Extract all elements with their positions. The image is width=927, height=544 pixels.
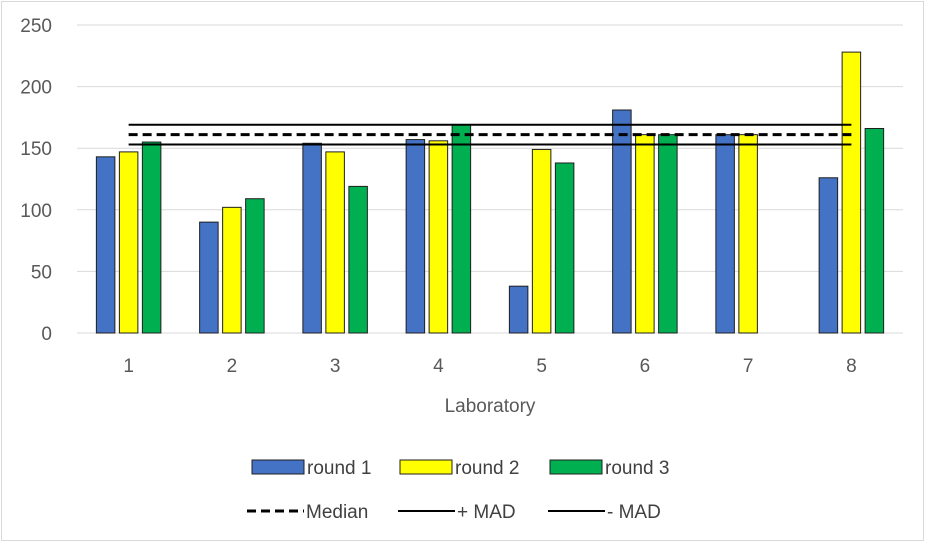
legend-label-mad: + MAD bbox=[457, 502, 516, 523]
legend-label-round-2: round 2 bbox=[455, 458, 519, 479]
bar-round-3-lab-8 bbox=[864, 127, 885, 334]
bar-round-2-lab-5 bbox=[531, 148, 552, 334]
bar-round-1-lab-6 bbox=[612, 109, 632, 334]
bar-round-1-lab-2 bbox=[199, 221, 219, 334]
legend: round 1 round 2 round 3 Median + MAD - MAD bbox=[247, 458, 669, 523]
legend-swatch-round-1 bbox=[251, 459, 305, 475]
y-tick-label: 0 bbox=[41, 324, 52, 345]
y-tick-label: 150 bbox=[20, 139, 52, 160]
legend-label-median: Median bbox=[306, 502, 368, 523]
bar-round-1-lab-3 bbox=[302, 142, 322, 334]
x-tick-label: 7 bbox=[743, 356, 754, 377]
bar-round-2-lab-1 bbox=[118, 151, 139, 334]
y-tick-label: 50 bbox=[31, 262, 52, 283]
y-axis-tick-labels: 0 50 100 150 200 250 bbox=[20, 16, 52, 345]
bar-round-2-lab-6 bbox=[635, 134, 655, 334]
reference-lines bbox=[128, 123, 852, 146]
legend-swatch-round-3 bbox=[549, 459, 603, 475]
bar-round-1-lab-5 bbox=[508, 285, 529, 334]
bar-round-2-lab-4 bbox=[428, 140, 449, 334]
x-tick-label: 2 bbox=[227, 356, 238, 377]
y-tick-label: 250 bbox=[20, 16, 52, 37]
bar-round-2-lab-2 bbox=[222, 206, 242, 334]
bars bbox=[95, 51, 885, 334]
legend-swatch-round-2 bbox=[399, 459, 453, 475]
legend-label-mad: - MAD bbox=[607, 502, 661, 523]
y-tick-label: 100 bbox=[20, 201, 52, 222]
bar-round-2-lab-8 bbox=[841, 51, 862, 334]
x-axis-title: Laboratory bbox=[445, 396, 536, 417]
bar-round-1-lab-1 bbox=[95, 156, 116, 334]
legend-label-round-3: round 3 bbox=[605, 458, 669, 479]
x-tick-label: 3 bbox=[330, 356, 341, 377]
x-axis-tick-labels: 1 2 3 4 5 6 7 8 bbox=[123, 356, 856, 377]
bar-round-2-lab-7 bbox=[738, 134, 758, 334]
legend-label-round-1: round 1 bbox=[307, 458, 371, 479]
bar-round-3-lab-2 bbox=[245, 198, 265, 334]
bar-round-3-lab-3 bbox=[348, 185, 368, 334]
bar-round-3-lab-1 bbox=[141, 141, 162, 334]
x-tick-label: 5 bbox=[536, 356, 547, 377]
y-tick-label: 200 bbox=[20, 78, 52, 99]
bar-round-2-lab-3 bbox=[325, 151, 345, 334]
bar-round-3-lab-6 bbox=[658, 134, 678, 334]
bar-round-1-lab-8 bbox=[818, 177, 839, 334]
x-tick-label: 4 bbox=[433, 356, 444, 377]
bar-round-1-lab-7 bbox=[715, 134, 735, 334]
bar-round-3-lab-5 bbox=[554, 162, 575, 334]
bar-round-1-lab-4 bbox=[405, 139, 426, 334]
bar-round-3-lab-4 bbox=[451, 124, 472, 334]
x-tick-label: 8 bbox=[846, 356, 857, 377]
x-tick-label: 1 bbox=[123, 356, 134, 377]
x-tick-label: 6 bbox=[640, 356, 651, 377]
